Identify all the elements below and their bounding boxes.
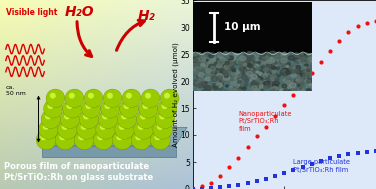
Circle shape: [158, 99, 177, 118]
Circle shape: [45, 113, 51, 119]
Circle shape: [46, 89, 65, 108]
Circle shape: [47, 103, 53, 109]
Circle shape: [157, 124, 163, 130]
Text: ca.
50 nm: ca. 50 nm: [6, 85, 26, 96]
Text: H₂O: H₂O: [65, 5, 95, 19]
Circle shape: [59, 134, 66, 140]
Circle shape: [44, 99, 63, 118]
Circle shape: [145, 93, 151, 99]
Circle shape: [67, 103, 73, 109]
Circle shape: [117, 110, 136, 129]
Circle shape: [78, 134, 85, 140]
Circle shape: [103, 89, 122, 108]
Circle shape: [143, 103, 149, 109]
Circle shape: [107, 93, 113, 99]
Circle shape: [40, 134, 47, 140]
Circle shape: [85, 103, 92, 109]
Circle shape: [164, 93, 170, 99]
Circle shape: [115, 120, 135, 139]
Circle shape: [135, 134, 142, 140]
Circle shape: [159, 113, 165, 119]
Circle shape: [64, 113, 70, 119]
Circle shape: [39, 120, 58, 139]
Circle shape: [101, 99, 120, 118]
Circle shape: [65, 89, 84, 108]
Circle shape: [141, 89, 160, 108]
Y-axis label: Amount of H₂ evolved (μmol): Amount of H₂ evolved (μmol): [172, 42, 179, 147]
Circle shape: [97, 134, 104, 140]
Circle shape: [63, 99, 82, 118]
Circle shape: [155, 110, 175, 129]
Circle shape: [60, 110, 80, 129]
Text: H₂: H₂: [138, 9, 155, 22]
Circle shape: [62, 124, 68, 130]
Circle shape: [77, 120, 97, 139]
Circle shape: [74, 130, 94, 150]
Circle shape: [116, 134, 123, 140]
Circle shape: [98, 110, 118, 129]
Circle shape: [139, 99, 158, 118]
Circle shape: [55, 130, 75, 150]
Circle shape: [69, 93, 75, 99]
Circle shape: [162, 103, 168, 109]
Circle shape: [79, 110, 99, 129]
Circle shape: [50, 93, 56, 99]
Circle shape: [96, 120, 115, 139]
Circle shape: [93, 130, 113, 150]
Polygon shape: [42, 127, 187, 146]
Text: Nanoparticulate
Pt/SrTiO₃:Rh
film: Nanoparticulate Pt/SrTiO₃:Rh film: [238, 111, 292, 132]
Circle shape: [100, 124, 106, 130]
Circle shape: [84, 89, 103, 108]
Circle shape: [119, 124, 125, 130]
Circle shape: [112, 130, 132, 150]
Circle shape: [83, 113, 89, 119]
Circle shape: [153, 120, 173, 139]
Circle shape: [160, 89, 179, 108]
Circle shape: [134, 120, 153, 139]
Circle shape: [138, 124, 144, 130]
Circle shape: [136, 110, 156, 129]
Circle shape: [82, 99, 101, 118]
Circle shape: [102, 113, 108, 119]
Circle shape: [105, 103, 111, 109]
Circle shape: [126, 93, 132, 99]
Text: Pt/SrTiO₃:Rh on glass substrate: Pt/SrTiO₃:Rh on glass substrate: [4, 173, 153, 182]
Polygon shape: [42, 146, 176, 157]
Circle shape: [41, 110, 61, 129]
Circle shape: [155, 134, 161, 140]
Circle shape: [122, 89, 141, 108]
Text: Visible light: Visible light: [6, 8, 57, 17]
Circle shape: [150, 130, 170, 150]
Circle shape: [88, 93, 94, 99]
Text: Large particulate
Pt/SrTiO₃:Rh film: Large particulate Pt/SrTiO₃:Rh film: [293, 159, 350, 173]
Circle shape: [131, 130, 152, 150]
Circle shape: [140, 113, 146, 119]
Circle shape: [81, 124, 87, 130]
Circle shape: [124, 103, 130, 109]
Circle shape: [121, 113, 127, 119]
Circle shape: [36, 130, 56, 150]
Text: Porous film of nanoparticulate: Porous film of nanoparticulate: [4, 162, 149, 171]
Circle shape: [42, 124, 49, 130]
Circle shape: [120, 99, 139, 118]
Circle shape: [58, 120, 77, 139]
